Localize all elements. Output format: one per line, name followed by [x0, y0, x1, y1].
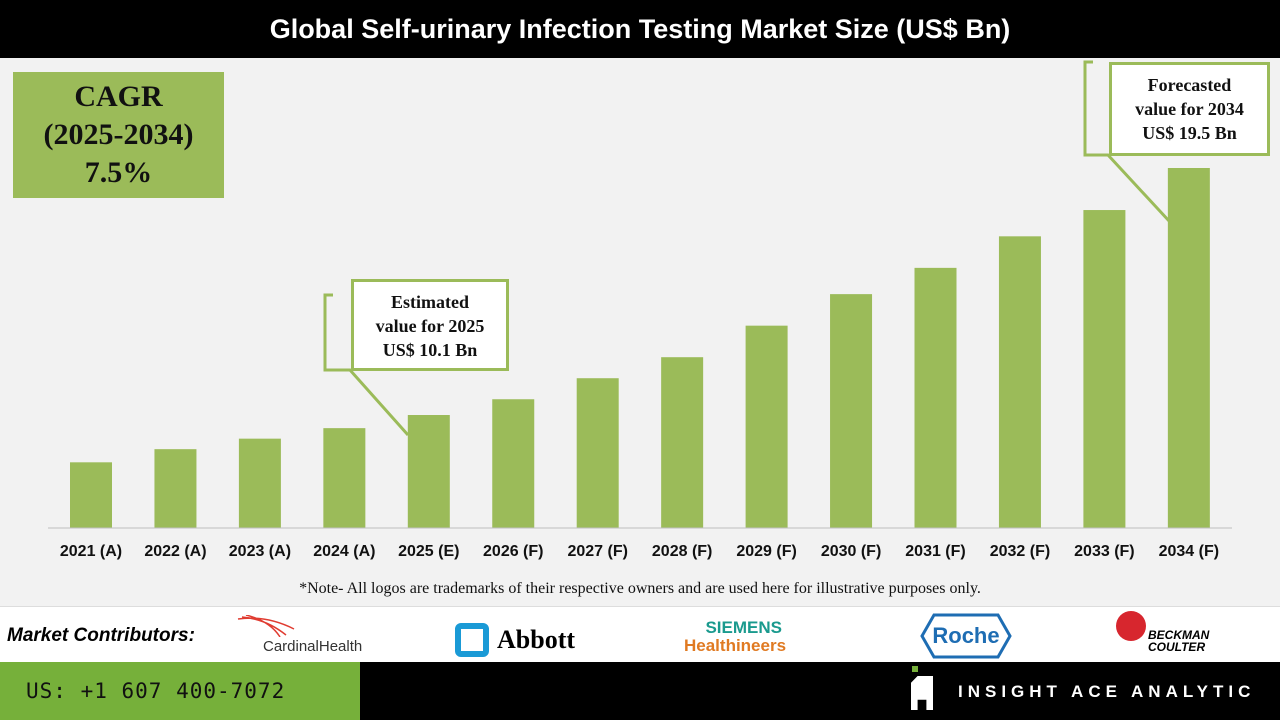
bar-2034-F: [1167, 168, 1210, 528]
brand-logo-a-icon: [911, 676, 933, 710]
bar-2032-F: [998, 236, 1041, 528]
x-tick-label: 2034 (F): [1159, 543, 1219, 560]
x-tick-label: 2021 (A): [60, 543, 122, 560]
abbott-logo: Abbott: [455, 623, 575, 657]
abbott-text: Abbott: [497, 625, 576, 654]
beckman-coulter-text: BECKMAN COULTER: [1148, 628, 1210, 654]
abbott-mark-icon: [455, 623, 489, 657]
bar-2022-A: [154, 449, 197, 528]
phone-number: US: +1 607 400-7072: [0, 662, 360, 720]
beckman-mark-icon: [1116, 611, 1146, 641]
x-tick-label: 2025 (E): [398, 543, 459, 560]
beckman-coulter-logo: BECKMAN COULTER: [1116, 611, 1224, 653]
callout-2025-value: US$ 10.1 Bn: [382, 340, 478, 360]
siemens-text: SIEMENS: [705, 618, 782, 637]
callout-2034-value: US$ 19.5 Bn: [1142, 123, 1237, 143]
x-tick-label: 2031 (F): [905, 543, 965, 560]
x-tick-label: 2028 (F): [652, 543, 712, 560]
siemens-healthineers-text: SIEMENS Healthineers: [684, 619, 804, 655]
callout-2025-line2: value for 2025: [375, 316, 485, 336]
siemens-healthineers-logo: SIEMENS Healthineers: [684, 619, 814, 655]
healthineers-text: Healthineers: [684, 636, 787, 655]
bar-chart: 2021 (A) 2022 (A) 2023 (A) 2024 (A) 2025 (E)…: [0, 58, 1280, 606]
brand-bar: INSIGHT ACE ANALYTIC: [360, 662, 1280, 720]
callout-2034-connector: [1083, 60, 1172, 224]
x-tick-label: 2030 (F): [821, 543, 881, 560]
cardinal-swoosh-icon: [237, 614, 295, 638]
bar-2021-A: [70, 462, 112, 528]
brand-name: INSIGHT ACE ANALYTIC: [958, 682, 1256, 701]
bar-2033-F: [1083, 210, 1126, 528]
bar-2024-A: [323, 428, 366, 528]
brand-logo-icon: [912, 666, 918, 672]
contributors-label: Market Contributors:: [7, 625, 195, 646]
roche-logo: Roche: [920, 613, 1012, 664]
callout-2034: Forecasted value for 2034 US$ 19.5 Bn: [1109, 62, 1270, 156]
trademark-note: *Note- All logos are trademarks of their…: [299, 580, 981, 597]
cagr-label: CAGR: [74, 80, 163, 113]
bar-2031-F: [914, 267, 957, 528]
bar-2023-A: [238, 438, 281, 528]
contributors-strip: Market Contributors: CardinalHealth Abbo…: [0, 606, 1280, 662]
callout-2025-line1: Estimated: [391, 292, 469, 312]
chart-title: Global Self-urinary Infection Testing Ma…: [0, 0, 1280, 58]
bar-2026-F: [492, 399, 535, 528]
cagr-period: (2025-2034): [43, 118, 194, 151]
callout-2034-line2: value for 2034: [1135, 99, 1244, 119]
x-tick-label: 2029 (F): [736, 543, 796, 560]
cagr-value: 7.5%: [84, 156, 153, 189]
x-tick-label: 2032 (F): [990, 543, 1050, 560]
bar-2030-F: [830, 294, 873, 528]
bar-2028-F: [661, 357, 704, 528]
roche-hexagon-icon: [920, 613, 1012, 659]
cardinal-health-logo: CardinalHealth: [236, 614, 363, 655]
x-tick-label: 2024 (A): [313, 543, 375, 560]
bar-2029-F: [745, 325, 788, 528]
roche-text: Roche: [932, 623, 1000, 648]
callout-2025: Estimated value for 2025 US$ 10.1 Bn: [351, 279, 509, 371]
x-tick-label: 2022 (A): [144, 543, 206, 560]
callout-2034-line1: Forecasted: [1147, 75, 1232, 95]
cagr-box: CAGR (2025-2034) 7.5%: [13, 72, 224, 198]
cardinal-health-text: CardinalHealth: [263, 638, 363, 655]
x-tick-label: 2023 (A): [229, 543, 291, 560]
x-tick-label: 2027 (F): [567, 543, 627, 560]
x-tick-label: 2033 (F): [1074, 543, 1134, 560]
bar-2025-E: [407, 415, 450, 528]
bar-2027-F: [576, 378, 619, 528]
callout-2025-connector: [323, 293, 410, 436]
x-tick-label: 2026 (F): [483, 543, 543, 560]
